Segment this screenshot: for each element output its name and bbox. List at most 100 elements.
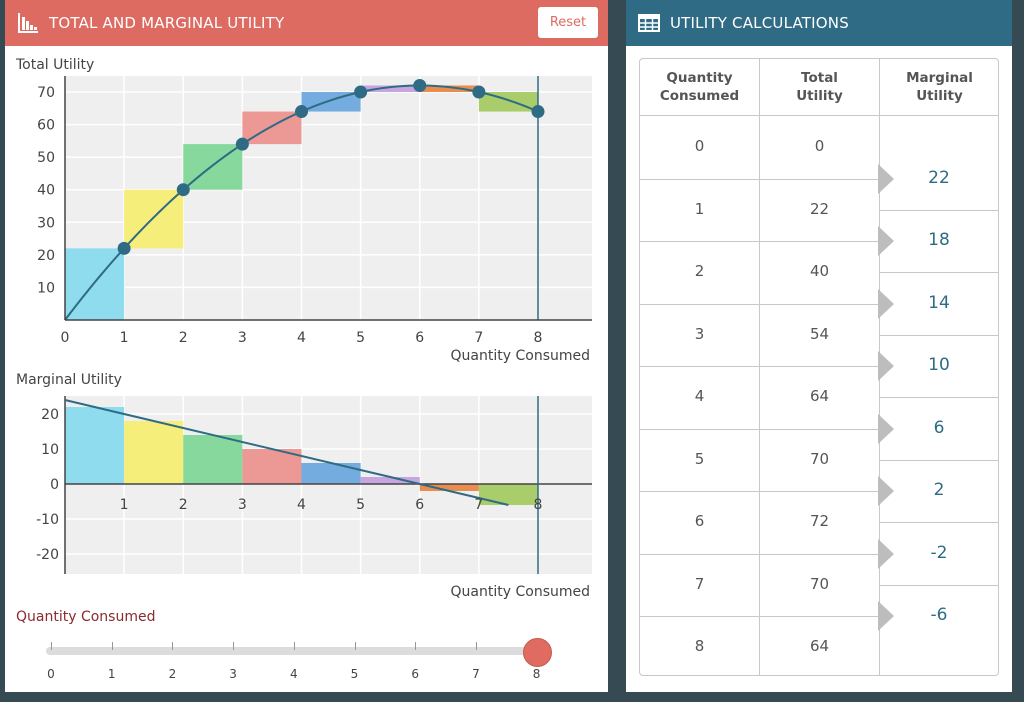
right-panel-title: UTILITY CALCULATIONS xyxy=(670,14,849,32)
total-utility-cell: 64 xyxy=(809,387,830,405)
total-utility-cell: 54 xyxy=(809,324,830,343)
chevron-right-icon xyxy=(878,288,894,319)
slider-tick-label: 6 xyxy=(411,667,419,681)
total-utility-step-bar xyxy=(360,85,420,92)
total-utility-point xyxy=(531,105,545,119)
y-tick-label: 10 xyxy=(41,442,59,458)
table-icon xyxy=(638,14,660,32)
chevron-right-icon xyxy=(878,163,894,194)
slider-tick xyxy=(172,642,174,650)
row-divider xyxy=(880,522,998,524)
y-tick-label: 30 xyxy=(37,215,55,231)
x-tick-label: 6 xyxy=(415,497,424,513)
x-tick-label: 4 xyxy=(297,497,306,513)
row-divider xyxy=(640,178,879,180)
row-divider xyxy=(640,616,879,617)
chevron-right-icon xyxy=(878,351,894,381)
row-divider xyxy=(640,553,879,555)
header-marginal-utility: Marginal Utility xyxy=(880,59,998,116)
y-tick-label: 20 xyxy=(37,248,55,264)
x-axis-label: Quantity Consumed xyxy=(451,584,590,600)
total-utility-point xyxy=(176,183,190,197)
total-marginal-utility-panel: TOTAL AND MARGINAL UTILITY Reset 10 20 30 4… xyxy=(5,0,608,692)
quantity-cell: 8 xyxy=(694,637,705,655)
marginal-utility-cell: 10 xyxy=(928,355,950,375)
marginal-utility-bar xyxy=(65,407,125,484)
marginal-utility-cell: 22 xyxy=(928,167,950,188)
quantity-slider-area: Quantity Consumed 0 1 2 3 4 5 6 7 8 xyxy=(5,600,608,692)
header-quantity-consumed: Quantity Consumed xyxy=(640,59,759,116)
slider-tick-label: 4 xyxy=(289,667,298,681)
marginal-utility-cell: 2 xyxy=(933,480,945,500)
total-utility-point xyxy=(117,241,131,255)
slider-tick-label: 5 xyxy=(350,667,359,681)
y-tick-label: 10 xyxy=(37,280,55,296)
row-divider xyxy=(880,397,998,399)
slider-tick xyxy=(233,642,235,650)
y-axis-label: Marginal Utility xyxy=(16,372,122,388)
quantity-slider-track[interactable] xyxy=(46,647,536,655)
row-divider xyxy=(640,366,879,367)
quantity-cell: 4 xyxy=(694,387,705,405)
marginal-utility-chart: 20 10 0 -10 -20 1 2 3 4 5 6 7 8 Marginal Utility Quant… xyxy=(16,372,592,600)
quantity-slider-thumb[interactable] xyxy=(522,638,552,667)
left-panel-header: TOTAL AND MARGINAL UTILITY Reset xyxy=(5,0,608,46)
slider-label: Quantity Consumed xyxy=(16,609,156,625)
total-utility-step-bar xyxy=(478,92,538,112)
y-tick-label: 70 xyxy=(37,85,55,101)
header-total-line2: Utility xyxy=(796,88,843,104)
marginal-utility-bar xyxy=(478,484,538,505)
total-utility-cell: 70 xyxy=(809,449,830,468)
x-tick-label: 2 xyxy=(179,497,188,513)
header-quantity-line2: Consumed xyxy=(659,88,740,104)
chevron-right-icon xyxy=(878,476,894,506)
total-utility-point xyxy=(472,85,486,99)
x-tick-label: 5 xyxy=(356,497,365,513)
column-divider xyxy=(759,59,760,675)
row-divider xyxy=(640,428,879,430)
header-total-utility: Total Utility xyxy=(760,59,879,116)
total-utility-cell: 40 xyxy=(809,262,830,280)
x-tick-label: 7 xyxy=(474,330,483,346)
marginal-utility-cell: -6 xyxy=(930,605,948,625)
slider-tick xyxy=(111,642,113,650)
reset-button[interactable]: Reset xyxy=(538,7,598,38)
chevron-right-icon xyxy=(878,538,894,569)
slider-tick-label: 2 xyxy=(168,667,177,681)
y-tick-label: 50 xyxy=(37,150,55,166)
slider-tick xyxy=(51,642,52,650)
slider-tick xyxy=(475,642,477,650)
slider-tick-label: 8 xyxy=(532,667,541,681)
x-tick-label: 3 xyxy=(238,330,247,346)
header-marginal-line1: Marginal xyxy=(906,70,973,86)
marginal-utility-cell: -2 xyxy=(930,542,948,563)
row-divider xyxy=(880,209,998,211)
quantity-cell: 7 xyxy=(694,574,705,593)
row-divider xyxy=(880,584,998,586)
x-tick-label: 4 xyxy=(297,330,306,346)
total-utility-chart: 10 20 30 40 50 60 70 0 1 2 3 4 5 6 7 8 Total Utility Quan… xyxy=(15,57,592,364)
row-divider xyxy=(880,459,998,461)
quantity-cell: 3 xyxy=(694,324,705,343)
x-tick-label: 6 xyxy=(415,330,424,346)
marginal-utility-cell: 14 xyxy=(928,292,950,313)
slider-tick xyxy=(354,642,356,650)
total-utility-cell: 22 xyxy=(809,199,830,218)
slider-tick-label: 7 xyxy=(472,667,480,681)
total-utility-cell: 0 xyxy=(814,137,825,155)
y-tick-label: 20 xyxy=(41,407,59,423)
total-utility-point xyxy=(295,105,308,119)
left-panel-title: TOTAL AND MARGINAL UTILITY xyxy=(49,14,285,32)
total-utility-step-bar xyxy=(419,85,479,92)
marginal-utility-bar xyxy=(242,449,302,484)
chevron-right-icon xyxy=(878,226,894,256)
utility-table: Quantity Consumed Total Utility Marginal Ut… xyxy=(639,58,999,676)
marginal-utility-bar xyxy=(360,477,420,484)
x-tick-label: 8 xyxy=(534,330,543,346)
total-utility-cell: 70 xyxy=(809,574,830,593)
total-utility-point xyxy=(354,85,368,99)
marginal-utility-cell: 18 xyxy=(928,230,950,250)
quantity-cell: 1 xyxy=(694,199,705,218)
x-tick-label: 1 xyxy=(120,497,129,513)
x-axis-label: Quantity Consumed xyxy=(451,348,590,364)
